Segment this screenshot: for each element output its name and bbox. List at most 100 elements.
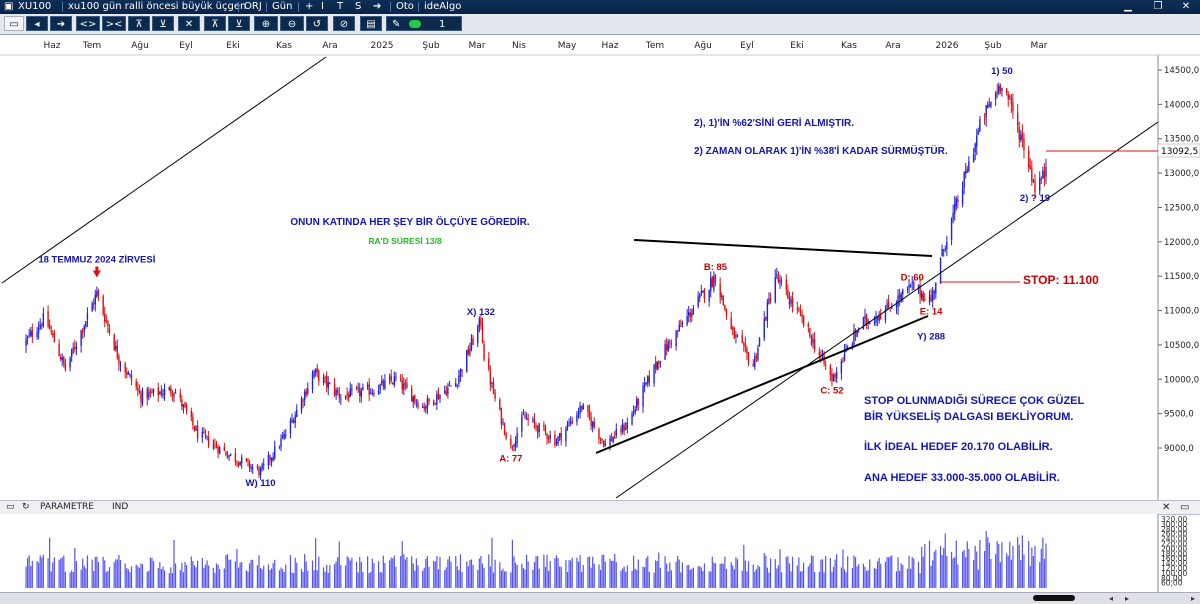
period-label[interactable]: Gün — [272, 1, 293, 12]
system-menu-button[interactable]: S — [355, 1, 362, 12]
volume-bar — [58, 559, 60, 588]
scroll-left-icon[interactable]: ◂ — [26, 16, 48, 31]
volume-bar — [368, 573, 370, 588]
volume-bar — [422, 570, 424, 588]
scroll-left-button[interactable]: ◂ — [1108, 594, 1113, 603]
volume-bar — [160, 569, 163, 588]
refresh-small-icon[interactable]: ↻ — [22, 502, 30, 512]
volume-bar — [477, 569, 479, 588]
save-icon[interactable]: ▭ — [4, 16, 24, 31]
mode-label[interactable]: ORJ — [244, 1, 262, 12]
panel-maximize-icon[interactable]: ▭ — [1180, 502, 1190, 513]
candle-body — [922, 292, 924, 301]
volume-bar — [535, 556, 537, 588]
candle-body — [604, 443, 606, 445]
price-candle — [579, 401, 581, 419]
candle-body — [590, 417, 592, 427]
candle-body — [162, 394, 164, 396]
text-menu-button[interactable]: T — [337, 1, 344, 12]
add-menu-button[interactable]: + — [305, 1, 314, 12]
collapse-icon[interactable]: ▭ — [6, 502, 15, 512]
minimize-icon[interactable]: ▁ — [1124, 1, 1132, 12]
parameter-tab[interactable]: PARAMETRE — [40, 502, 94, 512]
symbol-label[interactable]: XU100 — [18, 1, 52, 12]
candle-body — [614, 437, 616, 439]
scroll-end-button[interactable]: ▸ — [1190, 594, 1195, 603]
line-width-value[interactable]: 1 — [439, 19, 446, 30]
price-candle — [96, 286, 98, 299]
candle-body — [491, 382, 493, 384]
volume-bar — [226, 554, 229, 588]
candle-body — [333, 383, 336, 395]
candle-body — [207, 437, 210, 446]
forward-menu-button[interactable]: ➔ — [373, 1, 382, 12]
price-candle — [832, 373, 835, 382]
candle-body — [455, 383, 457, 387]
price-candle — [818, 347, 821, 360]
panel-close-icon[interactable]: ✕ — [1162, 502, 1171, 513]
candle-body — [127, 372, 130, 375]
chart-name-label[interactable]: xu100 gün ralli öncesi büyük üçgen — [68, 1, 247, 12]
crosshair-icon[interactable]: ✕ — [178, 16, 200, 31]
peak-arrow-icon — [92, 270, 101, 278]
price-candle — [184, 401, 186, 409]
scale-up-icon[interactable]: ⊼ — [204, 16, 226, 31]
candle-body — [599, 437, 602, 439]
trash-icon[interactable]: ▤ — [360, 16, 382, 31]
expand-icon[interactable]: <> — [76, 16, 100, 31]
price-candle — [961, 181, 964, 208]
scroll-right-icon[interactable]: ➔ — [50, 16, 72, 31]
indicator-tab[interactable]: IND — [112, 502, 129, 512]
candle-body — [360, 390, 363, 397]
volume-bar — [384, 562, 386, 588]
candle-body — [377, 390, 380, 395]
candle-body — [201, 431, 204, 438]
price-candle — [1023, 132, 1025, 159]
price-candle — [489, 365, 492, 392]
candle-body — [554, 434, 556, 445]
compress-icon[interactable]: >< — [102, 16, 126, 31]
zoom-up-icon[interactable]: ⊼ — [128, 16, 150, 31]
candle-body — [461, 369, 463, 372]
candle-body — [203, 431, 205, 433]
y-tick-label: 12000,0 — [1164, 238, 1199, 248]
no-draw-icon[interactable]: ⊘ — [333, 16, 355, 31]
line-style-picker[interactable]: ✎ 1 — [386, 16, 462, 31]
candle-body — [620, 427, 622, 433]
candle-body — [433, 400, 435, 405]
scale-down-icon[interactable]: ⊻ — [228, 16, 250, 31]
volume-bar — [96, 556, 98, 588]
volume-bar — [362, 571, 364, 588]
volume-chart[interactable]: 320,00300,00280,00260,00240,00220,00200,… — [0, 514, 1200, 592]
indicator-menu-button[interactable]: I — [321, 1, 324, 12]
auto-label[interactable]: Oto — [396, 1, 414, 12]
volume-bar — [996, 541, 998, 588]
price-candle — [612, 436, 614, 444]
price-candle — [944, 245, 946, 253]
price-candle — [965, 162, 967, 179]
volume-bar — [71, 570, 73, 588]
zoom-out-icon[interactable]: ⊖ — [280, 16, 304, 31]
volume-bar — [510, 572, 512, 588]
candle-body — [182, 404, 185, 407]
x-tick-label: 2026 — [936, 41, 959, 51]
zoom-down-icon[interactable]: ⊻ — [152, 16, 174, 31]
candle-body — [566, 424, 569, 429]
candle-body — [195, 427, 197, 431]
zoom-in-icon[interactable]: ⊕ — [254, 16, 278, 31]
price-candle — [977, 127, 980, 135]
scroll-right-button[interactable]: ▸ — [1124, 594, 1129, 603]
restore-icon[interactable]: ❐ — [1153, 1, 1163, 12]
color-swatch[interactable] — [409, 20, 421, 28]
volume-bar — [250, 559, 252, 588]
price-candle — [181, 395, 183, 411]
volume-bar — [93, 571, 95, 588]
price-candle — [766, 298, 769, 328]
horizontal-scrollbar[interactable]: ◂ ▸ ▸ — [0, 592, 1200, 604]
close-icon[interactable]: ✕ — [1181, 1, 1191, 12]
price-candle — [555, 438, 558, 447]
candle-body — [351, 388, 353, 391]
refresh-icon[interactable]: ↺ — [306, 16, 328, 31]
scroll-thumb[interactable] — [1033, 595, 1075, 601]
